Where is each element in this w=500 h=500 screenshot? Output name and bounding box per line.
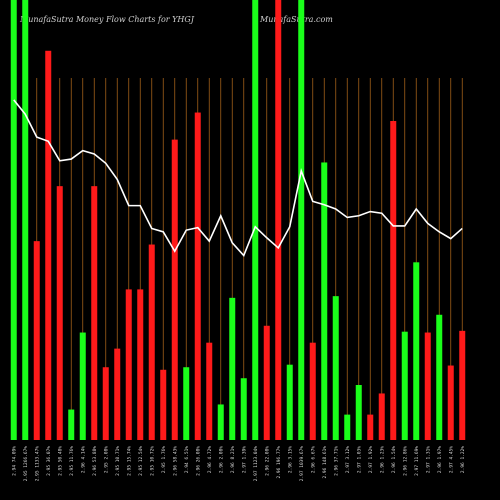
x-tick-label: 2.96 8.21% (230, 446, 236, 473)
x-tick-label: 2.97 1.31% (425, 446, 431, 473)
x-tick-label: 2.96 12.86% (402, 446, 408, 476)
bar (367, 414, 374, 440)
x-tick-label: 2.97 1123.04% (253, 446, 259, 482)
x-tick-label: 2.96 196.77% (276, 446, 282, 479)
bar (459, 330, 466, 440)
bar (298, 0, 305, 440)
bar (275, 0, 282, 440)
bar (10, 0, 17, 440)
chart-title: MunafaSutra Money Flow Charts for YHGJ (19, 15, 195, 24)
x-tick-label: 2.97 1.03% (356, 446, 362, 473)
x-tick-label: 2.95 10.72% (149, 446, 155, 476)
bar (217, 404, 224, 440)
x-tick-label: 2.94 6.51% (184, 446, 190, 473)
bar (378, 393, 385, 440)
bar (321, 162, 328, 440)
x-tick-label: 2.97 4.45% (448, 446, 454, 473)
x-tick-label: 2.95 36.07% (46, 446, 52, 476)
x-tick-label: 2.97 1.92% (368, 446, 374, 473)
x-tick-label: 2.95 15.74% (126, 446, 132, 476)
bar (401, 331, 408, 440)
bar (286, 364, 293, 440)
x-tick-label: 2.96 1.23% (379, 446, 385, 473)
x-tick-label: 2.96 1.97% (437, 446, 443, 473)
bar (229, 297, 236, 440)
x-tick-label: 2.95 12.54% (138, 446, 144, 476)
x-tick-label: 2.96 1.54% (391, 446, 397, 473)
bar (332, 296, 339, 440)
bar (102, 367, 109, 440)
x-tick-label: 2.96 58.43% (172, 446, 178, 476)
x-tick-labels: 2.94 74.09% 2.95 1266.67% 2.95 1133.47% 2.9… (11, 446, 466, 482)
x-tick-label: 2.95 1133.47% (34, 446, 40, 482)
bar (413, 262, 420, 440)
bar-series (10, 0, 466, 441)
x-tick-label: 2.96 1.22% (460, 446, 466, 473)
line-series (13, 99, 463, 258)
bar (148, 244, 155, 440)
x-tick-label: 2.95 1266.67% (23, 446, 29, 482)
bar (390, 121, 397, 440)
bar (79, 332, 86, 440)
x-tick-label: 2.96 22.08% (264, 446, 270, 476)
bar (114, 348, 121, 440)
bar (171, 139, 178, 440)
bar (33, 241, 40, 440)
bar (424, 332, 431, 440)
bar (436, 314, 443, 440)
x-tick-label: 2.96 2.08% (218, 446, 224, 473)
x-tick-label: 2.96 53.88% (92, 446, 98, 476)
x-tick-label: 2.95 50.48% (57, 446, 63, 476)
x-tick-label: 2.95 11.76% (69, 446, 75, 476)
bar (263, 325, 270, 440)
x-tick-label: 2.96 26.08% (195, 446, 201, 476)
bar (183, 367, 190, 440)
bar (194, 112, 201, 441)
bar (137, 289, 144, 440)
bar (206, 342, 213, 440)
x-tick-label: 2.95 2.08% (103, 446, 109, 473)
x-tick-label: 2.97 1039.67% (299, 446, 305, 482)
bar (56, 186, 63, 440)
bar (447, 365, 454, 440)
bar (160, 369, 167, 440)
bar (252, 0, 259, 440)
bar (22, 0, 29, 440)
x-tick-label: 2.96 37.71% (333, 446, 339, 476)
x-tick-label: 2.96 6.67% (310, 446, 316, 473)
bar (240, 378, 247, 440)
x-tick-label: 2.97 3.12% (345, 446, 351, 473)
bar (45, 50, 52, 441)
bar (309, 342, 316, 440)
x-tick-label: 2.97 11.69% (414, 446, 420, 476)
x-tick-label: 2.96 4.14% (80, 446, 86, 473)
x-tick-label: 2.96 148.61% (322, 446, 328, 479)
bar (344, 414, 351, 440)
bar (68, 409, 75, 440)
site-name: MunafaSutra.com (259, 15, 333, 24)
bar (125, 289, 132, 440)
x-tick-label: 2.96 4.72% (207, 446, 213, 473)
x-tick-label: 2.95 10.71% (115, 446, 121, 476)
flow-line (13, 99, 463, 258)
x-tick-label: 2.96 3.15% (287, 446, 293, 473)
x-tick-label: 2.94 74.09% (11, 446, 17, 476)
x-tick-label: 2.97 1.39% (241, 446, 247, 473)
x-tick-label: 2.95 1.76% (161, 446, 167, 473)
bar (355, 385, 362, 440)
bar (91, 186, 98, 440)
